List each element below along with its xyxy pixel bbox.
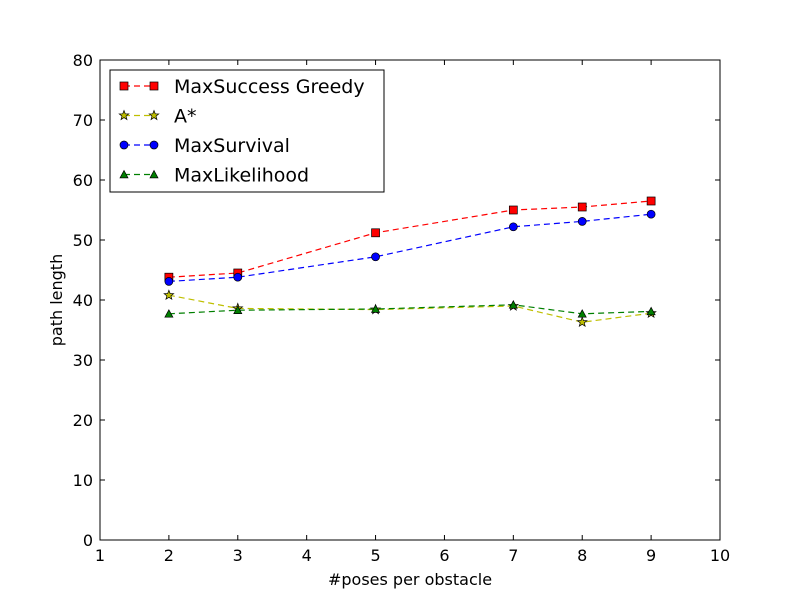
data-point [577, 202, 587, 212]
series-maxsurvival [164, 209, 656, 286]
y-axis-label: path length [47, 254, 66, 346]
x-tick-label: 5 [370, 546, 380, 565]
x-tick-label: 9 [646, 546, 656, 565]
legend-marker [149, 81, 159, 91]
legend-entry: MaxSuccess Greedy [119, 76, 365, 98]
legend-entry: MaxLikelihood [119, 165, 309, 187]
data-point [508, 205, 518, 215]
data-point [370, 304, 381, 313]
data-point [508, 222, 518, 232]
legend-marker [119, 81, 129, 91]
x-tick-label: 1 [95, 546, 105, 565]
data-point [164, 309, 174, 318]
legend-marker [118, 109, 130, 121]
legend-marker [119, 169, 129, 179]
legend-label: MaxSurvival [174, 135, 290, 157]
y-tick-label: 10 [73, 471, 93, 490]
legend-marker [149, 140, 159, 150]
data-point [233, 305, 243, 314]
data-point [577, 217, 587, 226]
x-tick-label: 2 [164, 546, 174, 565]
x-tick-label: 8 [577, 546, 587, 565]
x-axis-label: #poses per obstacle [328, 570, 492, 589]
data-point [646, 196, 656, 206]
legend-entry: A* [118, 106, 197, 128]
legend-entry: MaxSurvival [119, 135, 290, 157]
y-tick-label: 0 [83, 531, 93, 550]
data-point [646, 209, 656, 219]
legend: MaxSuccess Greedy A* MaxSurvival MaxLikelih… [109, 69, 385, 193]
data-point [164, 277, 174, 286]
series-line [168, 200, 652, 278]
y-tick-label: 80 [73, 51, 93, 70]
data-point [233, 272, 243, 282]
legend-marker [148, 109, 160, 121]
x-tick-label: 3 [233, 546, 243, 565]
data-point [371, 252, 380, 262]
data-point [163, 289, 175, 301]
y-tick-label: 40 [73, 291, 93, 310]
data-point [508, 300, 518, 309]
series-maxlikelihood [164, 300, 656, 318]
x-tick-label: 10 [710, 546, 730, 565]
legend-marker [119, 140, 129, 150]
legend-marker [149, 169, 159, 179]
series-layer [163, 196, 657, 328]
y-tick-label: 70 [73, 111, 93, 130]
legend-label: A* [174, 106, 197, 128]
data-point [576, 316, 588, 328]
x-tick-label: 6 [439, 546, 449, 565]
legend-label: MaxSuccess Greedy [174, 76, 365, 98]
series-line [168, 304, 652, 315]
y-tick-label: 30 [73, 351, 93, 370]
y-tick-label: 60 [73, 171, 93, 190]
y-tick-label: 50 [73, 231, 93, 250]
data-point [646, 306, 656, 316]
x-tick-label: 4 [302, 546, 312, 565]
x-tick-label: 7 [508, 546, 518, 565]
legend-label: MaxLikelihood [174, 165, 309, 187]
y-tick-label: 20 [73, 411, 93, 430]
data-point [577, 309, 587, 318]
axes: 1 2 3 4 5 6 7 8 9 10 0 10 20 30 40 50 60 70 80 [73, 51, 731, 565]
data-point [371, 228, 380, 238]
